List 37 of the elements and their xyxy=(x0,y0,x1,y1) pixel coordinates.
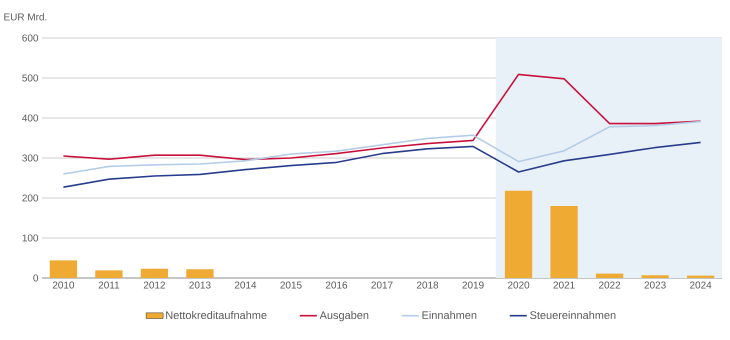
y-tick-label: 400 xyxy=(22,114,38,122)
line-series xyxy=(62,142,702,188)
y-axis-title: EUR Mrd. xyxy=(4,13,46,20)
bar xyxy=(95,270,123,278)
bar xyxy=(50,260,78,278)
legend-label: Ausgaben xyxy=(320,310,368,322)
legend-label: Steuereinnahmen xyxy=(530,310,616,320)
x-tick-label: 2013 xyxy=(189,282,211,289)
bar xyxy=(596,274,624,278)
x-tick-label: 2022 xyxy=(599,282,620,289)
x-tick-label: 2012 xyxy=(144,282,166,289)
x-tick-label: 2020 xyxy=(508,282,530,289)
y-tick-label: 100 xyxy=(22,234,38,242)
legend-label: Nettokreditaufnahme xyxy=(166,310,267,320)
y-tick-label: 600 xyxy=(22,34,38,42)
x-tick-label: 2015 xyxy=(280,282,302,289)
x-tick-label: 2023 xyxy=(644,282,666,289)
bar xyxy=(504,190,532,278)
legend-label: Einnahmen xyxy=(422,310,476,320)
bar xyxy=(550,206,578,278)
x-tick-label: 2019 xyxy=(462,282,484,289)
x-tick-label: 2018 xyxy=(416,282,438,289)
bar xyxy=(140,268,168,278)
y-tick-label: 200 xyxy=(22,194,38,202)
x-tick-label: 2024 xyxy=(690,282,712,289)
line-series xyxy=(62,74,702,160)
y-tick-label: 0 xyxy=(33,274,38,282)
x-tick-label: 2021 xyxy=(553,282,575,289)
x-tick-label: 2017 xyxy=(371,282,393,289)
y-tick-label: 300 xyxy=(22,154,38,162)
bar xyxy=(186,269,214,278)
x-tick-label: 2010 xyxy=(52,282,74,289)
x-tick-label: 2014 xyxy=(234,282,256,289)
x-tick-label: 2011 xyxy=(98,282,120,289)
x-tick-label: 2016 xyxy=(326,282,348,289)
bar xyxy=(641,275,669,278)
y-tick-label: 500 xyxy=(22,74,38,82)
